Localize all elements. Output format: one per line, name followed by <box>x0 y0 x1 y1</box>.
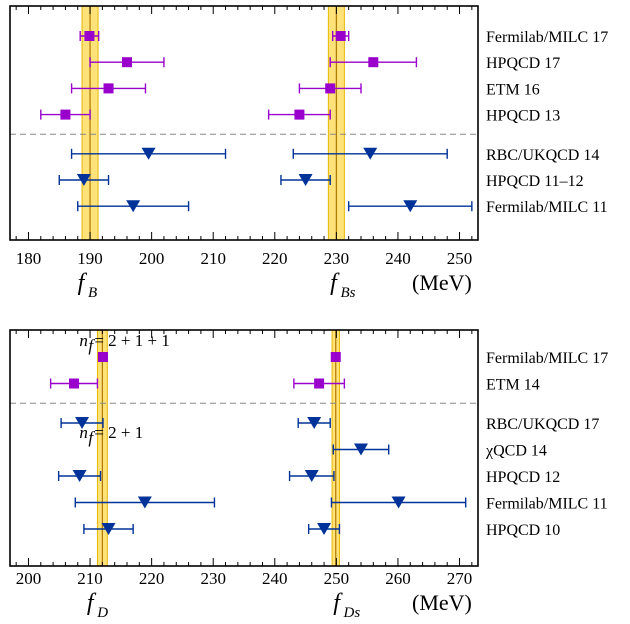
data-point-triangle <box>317 523 332 535</box>
data-point-square <box>294 109 305 120</box>
data-point-triangle <box>137 496 152 509</box>
data-point-triangle <box>307 417 322 429</box>
collaboration-label: Fermilab/MILC 11 <box>486 496 608 513</box>
data-point-triangle <box>354 443 368 456</box>
x-tick-label: 240 <box>385 249 411 268</box>
x-tick-label: 200 <box>139 249 165 268</box>
data-point-triangle <box>101 523 116 535</box>
collaboration-label: Fermilab/MILC 11 <box>486 199 608 216</box>
nf-label: n <box>79 423 88 442</box>
quantity-label: f <box>87 590 97 616</box>
data-point-square <box>84 31 95 41</box>
collaboration-label: ETM 16 <box>486 81 540 98</box>
data-point-triangle <box>75 417 90 429</box>
plot-frame <box>9 5 479 241</box>
collaboration-label: HPQCD 12 <box>486 469 560 486</box>
nf-label-subscript: f <box>88 428 95 447</box>
collaboration-label: RBC/UKQCD 14 <box>486 147 599 164</box>
collaboration-label: Fermilab/MILC 17 <box>486 29 608 46</box>
nf-label-value: = 2 + 1 + 1 <box>94 331 170 350</box>
collaboration-label: χQCD 14 <box>485 443 547 460</box>
collaboration-label: HPQCD 10 <box>486 522 560 539</box>
collaboration-label: RBC/UKQCD 17 <box>486 416 599 433</box>
x-tick-label: 240 <box>262 569 288 588</box>
x-tick-label: 220 <box>262 249 288 268</box>
data-point-square <box>325 83 336 94</box>
data-point-triangle <box>141 147 156 160</box>
quantity-subscript: D <box>96 605 108 621</box>
quantity-subscript: Bs <box>340 285 355 301</box>
data-point-square <box>60 109 71 120</box>
panel-fB-fBs: Fermilab/MILC 17 HPQCD 17 ETM 16 HPQCD 13 RB… <box>9 5 608 301</box>
quantity-label: f <box>333 590 343 616</box>
x-tick-label: 230 <box>324 249 350 268</box>
x-tick-label: 250 <box>324 569 350 588</box>
data-point-triangle <box>304 470 319 482</box>
data-point-triangle <box>126 200 141 213</box>
x-tick-label: 200 <box>16 569 42 588</box>
quantity-subscript: Ds <box>343 605 361 621</box>
x-tick-label: 260 <box>385 569 411 588</box>
collaboration-label: HPQCD 13 <box>486 108 560 125</box>
x-tick-label: 250 <box>447 249 473 268</box>
panel-fD-fDs: Fermilab/MILC 17 ETM 14 RBC/UKQCD 17 χQCD 1… <box>9 329 608 621</box>
data-point-triangle <box>76 174 91 186</box>
x-tick-label: 210 <box>77 569 103 588</box>
collaboration-label: HPQCD 11–12 <box>486 173 584 190</box>
x-tick-label: 270 <box>447 569 473 588</box>
x-tick-label: 220 <box>139 569 165 588</box>
quantity-label: f <box>330 270 340 296</box>
data-point-square <box>314 378 325 389</box>
quantity-subscript: B <box>88 285 97 301</box>
data-point-square <box>330 352 341 362</box>
collaboration-label: Fermilab/MILC 17 <box>486 350 608 367</box>
data-point-square <box>368 57 379 68</box>
x-tick-label: 190 <box>77 249 103 268</box>
x-tick-label: 230 <box>200 569 226 588</box>
data-point-triangle <box>72 470 87 482</box>
x-tick-label: 210 <box>200 249 226 268</box>
nf-label: n <box>79 331 88 350</box>
data-point-square <box>69 378 80 389</box>
collaboration-label: ETM 14 <box>486 377 540 394</box>
data-point-triangle <box>363 147 378 160</box>
data-point-square <box>97 352 108 362</box>
data-point-square <box>335 31 346 41</box>
data-point-triangle <box>403 200 418 213</box>
x-tick-label: 180 <box>16 249 42 268</box>
data-point-triangle <box>298 174 313 186</box>
unit-label: (MeV) <box>412 270 472 295</box>
collaboration-label: HPQCD 17 <box>486 55 560 72</box>
quantity-label: f <box>78 270 88 296</box>
data-point-triangle <box>391 496 406 509</box>
unit-label: (MeV) <box>412 590 472 615</box>
nf-label-value: = 2 + 1 <box>94 423 143 442</box>
nf-label-subscript: f <box>88 336 95 355</box>
data-point-square <box>122 57 132 68</box>
plot-frame <box>9 329 479 567</box>
data-point-square <box>103 83 114 94</box>
